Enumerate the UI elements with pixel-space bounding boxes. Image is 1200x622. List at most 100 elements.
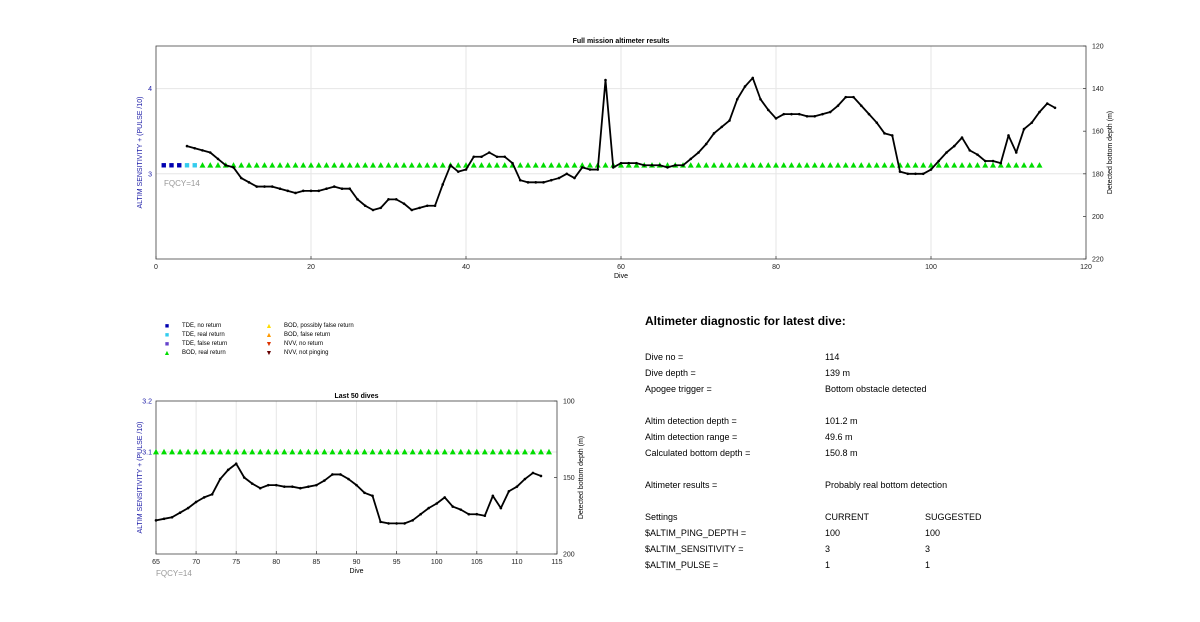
bottom-depth-point (387, 522, 390, 525)
bottom-depth-point (797, 112, 801, 116)
legend-item: ▲ BOD, real return (160, 349, 270, 358)
bottom-depth-point (697, 151, 700, 154)
triangle-marker (323, 162, 330, 168)
bottom-depth-point (250, 482, 254, 485)
bottom-depth-point (658, 163, 662, 167)
bottom-depth-point (774, 117, 778, 120)
legend-symbol: ▼ (265, 350, 273, 357)
diagnostic-key: $ALTIM_PING_DEPTH = (645, 528, 747, 538)
y-right-tick-label: 140 (1092, 86, 1104, 93)
triangle-marker (353, 448, 360, 455)
square-marker (192, 163, 197, 168)
triangle-marker (734, 162, 741, 168)
bottom-depth-point (301, 189, 305, 193)
triangle-marker (478, 162, 485, 168)
legend-item: ▼ NVV, no return (262, 340, 372, 349)
triangle-marker (481, 448, 488, 455)
legend-symbol: ▼ (265, 341, 273, 348)
triangle-marker (408, 162, 415, 168)
bottom-depth-point (507, 489, 511, 493)
diagnostic-suggested: 100 (925, 528, 941, 538)
triangle-marker (385, 448, 392, 455)
bottom-depth-point (821, 112, 824, 116)
diagnostic-value: 1 (825, 560, 831, 570)
triangle-marker (377, 448, 384, 455)
triangle-marker (207, 162, 214, 168)
triangle-marker (305, 448, 312, 455)
triangle-marker (618, 162, 624, 168)
legend-item: ▲ BOD, possibly false return (262, 322, 372, 331)
triangle-marker (718, 162, 725, 168)
triangle-marker (177, 448, 184, 455)
triangle-marker (473, 448, 480, 455)
triangle-marker (517, 162, 524, 168)
bottom-depth-point (363, 491, 366, 495)
triangle-marker (241, 448, 248, 455)
square-marker (184, 163, 190, 168)
bottom-depth-point (921, 172, 925, 176)
bottom-depth-point (402, 202, 406, 205)
legend-label: BOD, possibly false return (284, 323, 354, 329)
bottom-depth-point (403, 522, 406, 525)
diagnostic-key: Settings (645, 512, 678, 522)
diagnostic-key: Dive depth = (645, 368, 696, 378)
bottom-depth-point (291, 485, 294, 488)
x-tick-label: 120 (1080, 264, 1092, 271)
x-tick-label: 85 (313, 559, 321, 566)
x-tick-label: 115 (551, 559, 562, 566)
triangle-marker (284, 162, 291, 168)
triangle-marker (217, 448, 224, 455)
x-axis-label: Dive (614, 273, 628, 280)
bottom-depth-point (355, 483, 358, 487)
triangle-marker (796, 162, 803, 168)
triangle-marker (416, 162, 423, 168)
bottom-depth-point (890, 134, 894, 137)
bottom-depth-point (735, 97, 739, 101)
bottom-depth-point (1007, 134, 1010, 137)
triangle-marker (749, 162, 756, 168)
triangle-marker (409, 448, 416, 455)
frequency-annotation: FQCY=14 (156, 569, 192, 578)
bottom-depth-point (467, 512, 471, 516)
diagnostic-key: Apogee trigger = (645, 384, 712, 394)
bottom-depth-point (216, 157, 220, 161)
y-left-tick-label: 4 (148, 86, 152, 93)
bottom-depth-point (782, 112, 786, 116)
triangle-marker (819, 162, 826, 168)
y-right-tick-label: 200 (1092, 214, 1104, 221)
diagnostic-key: Dive no = (645, 352, 684, 362)
triangle-marker (277, 162, 283, 168)
bottom-depth-point (604, 78, 607, 82)
triangle-marker (587, 162, 593, 168)
triangle-marker (425, 448, 432, 455)
bottom-depth-point (526, 181, 530, 184)
bottom-depth-point (790, 112, 793, 116)
y-right-tick-label: 120 (1092, 44, 1104, 51)
bottom-depth-point (193, 146, 197, 150)
bottom-depth-point (596, 168, 600, 171)
bottom-depth-point (208, 151, 212, 154)
bottom-depth-point (286, 189, 290, 193)
triangle-marker (161, 448, 168, 455)
diagnostic-value: 114 (825, 352, 840, 362)
diagnostic-value: 150.8 m (825, 448, 858, 458)
triangle-marker (337, 448, 344, 455)
triangle-marker (850, 162, 857, 168)
bottom-depth-point (968, 149, 972, 152)
bottom-depth-point (258, 486, 262, 490)
diagnostic-suggested: SUGGESTED (925, 512, 982, 522)
triangle-marker (489, 448, 496, 455)
bottom-depth-point (234, 462, 238, 466)
bottom-depth-point (418, 206, 421, 210)
triangle-marker (505, 448, 512, 455)
triangle-marker (273, 448, 280, 455)
triangle-marker (494, 162, 500, 168)
triangle-marker (385, 162, 392, 168)
legend-item: ■ TDE, false return (160, 340, 270, 349)
bottom-depth-point (813, 114, 817, 118)
diagnostic-key: $ALTIM_SENSITIVITY = (645, 544, 744, 554)
triangle-marker (331, 162, 338, 168)
legend-label: TDE, no return (182, 323, 222, 329)
legend-symbol: ▲ (265, 332, 273, 339)
triangle-marker (433, 448, 440, 455)
